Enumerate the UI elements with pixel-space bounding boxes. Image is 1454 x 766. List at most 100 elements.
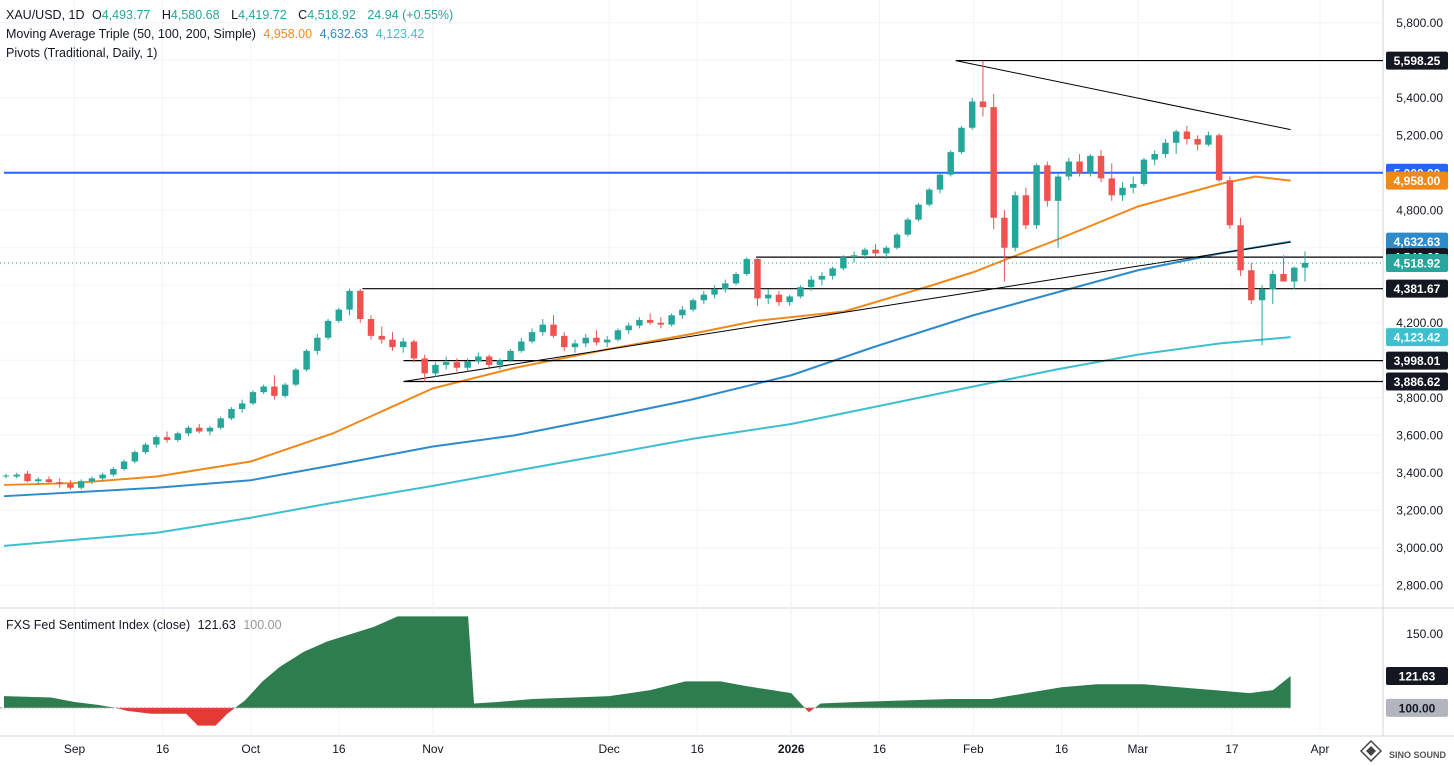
candle-body — [238, 403, 246, 409]
candle-body — [67, 484, 74, 488]
candle-body — [292, 369, 300, 385]
candle-body — [636, 319, 643, 326]
candle-body — [228, 409, 235, 419]
x-tick-label: Feb — [963, 742, 984, 756]
y-tick-label: 3,000.00 — [1396, 541, 1443, 555]
lower-y-tick-label: 150.00 — [1406, 627, 1443, 641]
trendline — [403, 241, 1291, 383]
candlestick-layer — [2, 60, 1309, 490]
candle-body — [153, 437, 160, 445]
candle-body — [582, 337, 589, 344]
x-tick-label: Sep — [64, 742, 86, 756]
candle-body — [936, 174, 944, 190]
candle-body — [24, 473, 31, 482]
candle-body — [679, 309, 686, 316]
x-tick-label: 16 — [1055, 742, 1069, 756]
candle-body — [926, 189, 933, 205]
symbol-legend: XAU/USD, 1D O4,493.77 H4,580.68 L4,419.7… — [6, 8, 457, 22]
candle-body — [13, 474, 20, 477]
candle-body — [668, 315, 675, 325]
watermark-text: SINO SOUND — [1388, 750, 1446, 760]
ohlc-change: 24.94 (+0.55%) — [367, 8, 454, 22]
x-tick-label: 16 — [691, 742, 705, 756]
candle-body — [485, 356, 493, 365]
candle-body — [1054, 176, 1062, 201]
candle-body — [346, 290, 353, 310]
candle-body — [281, 384, 289, 396]
y-tick-label: 3,600.00 — [1396, 428, 1443, 442]
watermark-logo-icon — [1360, 740, 1382, 762]
ohlc-close: C4,518.92 — [298, 8, 356, 22]
candle-body — [990, 107, 997, 218]
candle-body — [1119, 187, 1126, 196]
candle-body — [1237, 225, 1244, 271]
price-label: 5,598.25 — [1394, 54, 1441, 68]
symbol-label: XAU/USD, 1D — [6, 8, 85, 22]
candle-body — [754, 259, 761, 299]
price-label: 4,632.63 — [1394, 235, 1441, 249]
price-label-bg — [1386, 328, 1448, 347]
price-label: 4,381.67 — [1394, 282, 1441, 296]
candle-body — [432, 364, 439, 374]
candle-body — [518, 341, 525, 351]
y-tick-label: 3,200.00 — [1396, 503, 1443, 517]
candle-body — [743, 259, 750, 274]
candle-body — [217, 418, 224, 428]
price-label-bg — [1386, 51, 1448, 70]
candle-body — [1226, 180, 1234, 226]
ma100-value: 4,632.63 — [319, 27, 369, 41]
candle-body — [421, 358, 428, 374]
ma-legend-label: Moving Average Triple (50, 100, 200, Sim… — [6, 27, 256, 41]
candle-body — [807, 279, 815, 288]
sentiment-baseline: 100.00 — [243, 618, 282, 632]
x-tick-label: Apr — [1311, 742, 1330, 756]
candle-body — [1162, 142, 1169, 154]
candle-body — [861, 249, 869, 256]
candle-body — [1194, 139, 1201, 145]
candle-body — [142, 444, 149, 453]
candle-body — [88, 478, 96, 482]
candle-body — [625, 325, 632, 331]
price-label-bg — [1386, 253, 1448, 272]
price-label: 4,958.00 — [1394, 174, 1441, 188]
candle-body — [603, 339, 611, 343]
candle-body — [1022, 195, 1030, 226]
candle-body — [893, 234, 901, 248]
x-tick-label: Mar — [1128, 742, 1149, 756]
candle-body — [786, 296, 793, 303]
x-tick-label: 2026 — [778, 742, 805, 756]
candle-body — [45, 479, 53, 483]
ma50-value: 4,958.00 — [263, 27, 313, 41]
sentiment-area-negative — [4, 707, 1291, 726]
sentiment-baseline-label: 100.00 — [1399, 701, 1436, 715]
candle-body — [614, 330, 622, 340]
candle-body — [99, 474, 106, 479]
candle-body — [206, 427, 214, 432]
candle-body — [303, 350, 310, 370]
candle-body — [1140, 159, 1148, 184]
sentiment-area-positive — [4, 616, 1291, 708]
candle-body — [249, 392, 257, 404]
candle-body — [1097, 155, 1105, 179]
ma200-line — [3, 336, 1291, 547]
candle-body — [1011, 195, 1019, 248]
ma50-line — [3, 175, 1291, 486]
candle-body — [646, 319, 654, 323]
candle-body — [797, 287, 804, 297]
trendline — [955, 60, 1291, 131]
candle-body — [1248, 270, 1255, 301]
candle-body — [314, 337, 321, 351]
candle-body — [850, 255, 858, 258]
ohlc-low: L4,419.72 — [231, 8, 287, 22]
price-label-bg — [1386, 372, 1448, 391]
ma-legend: Moving Average Triple (50, 100, 200, Sim… — [6, 27, 428, 41]
candle-body — [775, 294, 783, 303]
sentiment-baseline-bg — [1386, 698, 1448, 717]
candle-body — [378, 335, 385, 340]
candle-body — [722, 283, 729, 289]
candle-body — [593, 337, 600, 343]
y-tick-label: 5,400.00 — [1396, 91, 1443, 105]
price-label: 4,518.92 — [1394, 256, 1441, 270]
candle-body — [271, 386, 278, 396]
